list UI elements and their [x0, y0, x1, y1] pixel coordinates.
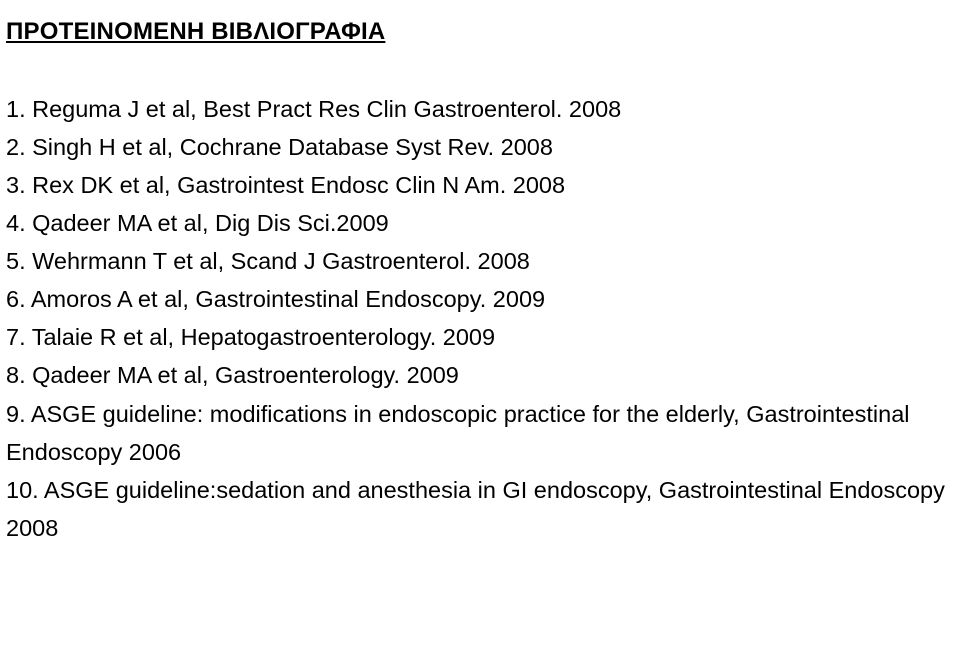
bibliography-entry: 10. ASGE guideline:sedation and anesthes…: [6, 471, 954, 547]
bibliography-entry: 4. Qadeer MA et al, Dig Dis Sci.2009: [6, 204, 954, 242]
page-title: ΠΡΟΤΕΙΝΟΜΕΝΗ ΒΙΒΛΙΟΓΡΑΦΙΑ: [6, 18, 954, 46]
bibliography-entry: 8. Qadeer MA et al, Gastroenterology. 20…: [6, 356, 954, 394]
bibliography-entry: 2. Singh H et al, Cochrane Database Syst…: [6, 128, 954, 166]
bibliography-page: ΠΡΟΤΕΙΝΟΜΕΝΗ ΒΙΒΛΙΟΓΡΑΦΙΑ 1. Reguma J et…: [0, 0, 960, 547]
bibliography-entry: 1. Reguma J et al, Best Pract Res Clin G…: [6, 90, 954, 128]
bibliography-entry: 9. ASGE guideline: modifications in endo…: [6, 395, 954, 471]
bibliography-entry: 6. Amoros A et al, Gastrointestinal Endo…: [6, 280, 954, 318]
bibliography-entry: 5. Wehrmann T et al, Scand J Gastroenter…: [6, 242, 954, 280]
bibliography-entry: 7. Talaie R et al, Hepatogastroenterolog…: [6, 318, 954, 356]
bibliography-entry: 3. Rex DK et al, Gastrointest Endosc Cli…: [6, 166, 954, 204]
